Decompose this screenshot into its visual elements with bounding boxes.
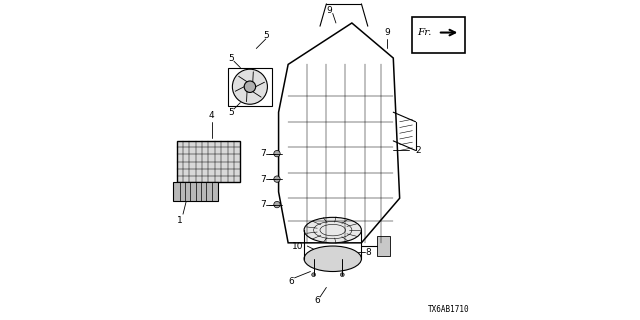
Ellipse shape (304, 217, 362, 243)
Circle shape (232, 69, 268, 104)
Bar (228, 68, 272, 106)
Text: 8: 8 (365, 248, 371, 257)
Text: 2: 2 (415, 146, 421, 155)
Text: 6: 6 (314, 296, 320, 305)
Circle shape (274, 176, 280, 182)
Text: 7: 7 (260, 200, 266, 209)
Circle shape (274, 150, 280, 157)
Text: TX6AB1710: TX6AB1710 (428, 305, 470, 314)
Circle shape (312, 273, 316, 276)
Text: 7: 7 (260, 149, 266, 158)
Circle shape (244, 81, 255, 92)
Text: 7: 7 (260, 175, 266, 184)
Circle shape (340, 273, 344, 276)
Ellipse shape (304, 246, 362, 271)
Text: 4: 4 (209, 111, 214, 120)
Text: 1: 1 (177, 216, 182, 225)
Circle shape (274, 201, 280, 208)
Bar (412, 17, 465, 53)
Text: 6: 6 (289, 276, 294, 285)
Bar (378, 236, 390, 256)
Bar (177, 141, 241, 182)
Text: 5: 5 (228, 53, 234, 62)
Text: Fr.: Fr. (417, 28, 431, 37)
Bar (173, 182, 218, 201)
Text: 5: 5 (228, 108, 234, 117)
Text: 9: 9 (326, 6, 332, 15)
Text: 5: 5 (263, 31, 269, 40)
Text: 10: 10 (292, 242, 303, 251)
Text: 9: 9 (384, 28, 390, 37)
